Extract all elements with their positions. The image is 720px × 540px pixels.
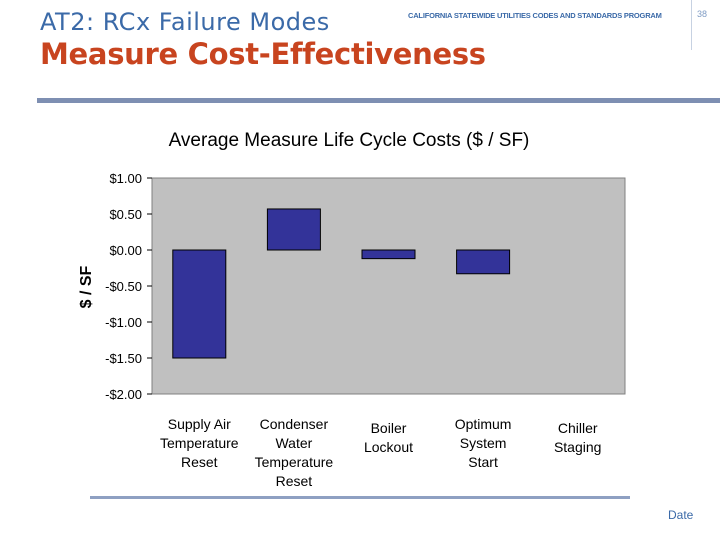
y-tick-label: -$1.50 <box>105 351 142 366</box>
plot-area <box>151 177 626 395</box>
x-tick-label-line: Lockout <box>364 439 413 455</box>
x-tick-label-line: Optimum <box>455 416 512 432</box>
x-tick-label-line: Reset <box>276 473 313 489</box>
y-tick-label: $0.00 <box>109 243 142 258</box>
x-tick-label: Boiler Lockout <box>364 420 413 455</box>
x-tick-label-line: Chiller <box>558 420 598 436</box>
chart-title: Average Measure Life Cycle Costs ($ / SF… <box>169 130 530 151</box>
y-axis-label: $ / SF <box>78 265 95 308</box>
slide-title: Measure Cost-Effectiveness <box>40 37 486 71</box>
y-tick-label: $0.50 <box>109 207 142 222</box>
x-axis: Supply Air Temperature Reset Condenser Water… <box>160 416 601 489</box>
x-tick-label-line: Water <box>275 435 312 451</box>
x-tick-label-line: Start <box>468 454 498 470</box>
y-tick-label: -$1.00 <box>105 315 142 330</box>
header-divider <box>691 0 692 50</box>
x-tick-label-line: Boiler <box>371 420 407 436</box>
y-axis: $1.00 $0.50 $0.00 -$0.50 -$1.00 -$1.50 -$2.00 <box>105 171 152 402</box>
title-underline <box>37 98 720 103</box>
x-tick-label-line: Staging <box>554 439 601 455</box>
x-tick-label: Supply Air Temperature Reset <box>160 416 239 470</box>
y-tick-label: $1.00 <box>109 171 142 186</box>
x-tick-label: Chiller Staging <box>554 420 601 455</box>
x-tick-label: Optimum System Start <box>455 416 512 470</box>
bar <box>361 249 416 260</box>
x-tick-label-line: Reset <box>181 454 218 470</box>
x-tick-label-line: Temperature <box>255 454 334 470</box>
page-number: 38 <box>697 9 708 19</box>
slide-subtitle: AT2: RCx Failure Modes <box>40 8 330 36</box>
y-tick-label: -$0.50 <box>105 279 142 294</box>
bar <box>266 208 321 251</box>
program-header: CALIFORNIA STATEWIDE UTILITIES CODES AND… <box>408 11 662 20</box>
footer-date: Date <box>668 508 694 522</box>
footer-rule <box>90 496 630 499</box>
x-tick-label-line: System <box>460 435 507 451</box>
x-tick-label-line: Condenser <box>260 416 329 432</box>
x-tick-label: Condenser Water Temperature Reset <box>255 416 334 489</box>
bar <box>456 249 511 275</box>
bar-series <box>172 208 511 359</box>
x-tick-label-line: Supply Air <box>168 416 231 432</box>
bar <box>172 249 227 359</box>
x-tick-label-line: Temperature <box>160 435 239 451</box>
y-tick-label: -$2.00 <box>105 387 142 402</box>
